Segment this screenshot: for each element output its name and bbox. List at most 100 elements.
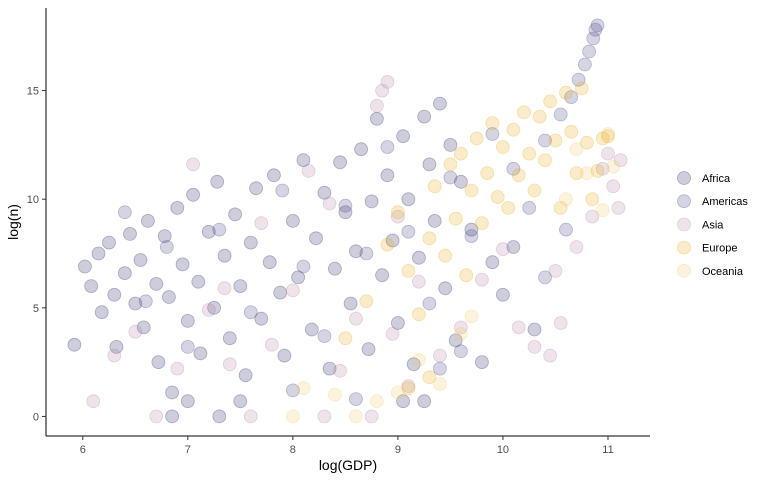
legend: Africa Americas Asia Europe Oceania: [677, 171, 748, 278]
point-asia: [222, 357, 237, 372]
point-europe: [459, 268, 474, 283]
point-europe: [474, 216, 489, 231]
point-asia: [543, 348, 558, 363]
axes: 6 7 8 9 10 11 0 5 10 15: [27, 8, 650, 456]
point-africa: [361, 342, 376, 357]
point-asia: [243, 409, 258, 424]
point-africa: [380, 168, 395, 183]
point-asia: [317, 409, 332, 424]
point-africa: [417, 109, 432, 124]
point-oceania: [559, 192, 573, 207]
point-africa: [527, 322, 542, 337]
point-asia: [201, 303, 216, 317]
point-asia: [495, 242, 510, 257]
point-africa: [165, 409, 180, 424]
point-europe: [574, 81, 589, 96]
point-africa: [432, 96, 447, 111]
point-americas: [117, 205, 132, 220]
point-europe: [522, 146, 537, 161]
point-europe: [390, 205, 405, 220]
point-africa: [390, 316, 405, 330]
point-americas: [464, 229, 479, 244]
point-asia: [380, 75, 395, 89]
point-africa: [165, 385, 180, 400]
point-oceania: [601, 127, 615, 141]
point-africa: [201, 224, 216, 239]
point-africa: [285, 213, 300, 228]
point-europe: [569, 166, 584, 181]
point-asia: [553, 316, 568, 330]
x-tick-label: 11: [602, 444, 613, 456]
point-asia: [170, 361, 185, 376]
point-europe: [401, 381, 416, 396]
point-asia: [411, 274, 426, 289]
point-europe: [427, 179, 442, 194]
point-americas: [582, 44, 596, 59]
point-africa: [343, 296, 358, 311]
point-asia: [611, 200, 626, 215]
point-americas: [422, 296, 437, 311]
point-europe: [380, 237, 395, 252]
point-oceania: [595, 203, 610, 218]
point-europe: [401, 263, 416, 278]
point-americas: [559, 222, 573, 237]
point-americas: [180, 339, 195, 354]
point-europe: [601, 129, 615, 144]
point-africa: [161, 290, 176, 304]
point-europe: [448, 211, 463, 226]
point-africa: [427, 213, 442, 228]
point-asia: [548, 263, 563, 278]
point-oceania: [296, 381, 311, 396]
point-africa: [322, 361, 337, 376]
point-asia: [369, 98, 384, 113]
point-africa: [438, 281, 453, 296]
point-americas: [506, 161, 521, 176]
point-oceania: [580, 166, 594, 181]
point-europe: [485, 116, 500, 130]
point-americas: [538, 133, 552, 148]
point-asia: [511, 320, 526, 335]
points-layer: [67, 18, 628, 424]
point-asia: [107, 348, 122, 363]
point-africa: [506, 240, 521, 254]
point-europe: [422, 370, 437, 385]
point-asia: [128, 324, 143, 339]
point-africa: [180, 313, 195, 328]
point-africa: [495, 287, 510, 302]
point-oceania: [327, 387, 342, 402]
point-asia: [453, 320, 468, 335]
point-africa: [175, 257, 190, 272]
point-oceania: [285, 409, 300, 424]
point-americas: [317, 329, 332, 344]
point-africa: [151, 355, 166, 370]
point-africa: [317, 185, 332, 200]
point-africa: [233, 394, 248, 409]
point-africa: [396, 394, 411, 409]
point-europe: [532, 109, 547, 124]
point-europe: [548, 133, 563, 148]
point-africa: [453, 174, 468, 189]
legend-label-europe: Europe: [702, 243, 737, 255]
point-africa: [417, 394, 432, 409]
point-africa: [464, 222, 479, 237]
point-asia: [149, 409, 164, 424]
point-europe: [480, 166, 495, 181]
legend-key-europe: [677, 240, 691, 255]
point-africa: [443, 137, 458, 152]
point-oceania: [453, 326, 468, 341]
point-oceania: [348, 409, 363, 424]
point-americas: [522, 200, 537, 215]
point-africa: [193, 346, 208, 361]
point-europe: [495, 140, 510, 154]
point-europe: [501, 200, 516, 215]
point-africa: [406, 357, 421, 372]
legend-label-africa: Africa: [702, 173, 731, 185]
point-europe: [595, 131, 610, 146]
point-europe: [553, 200, 568, 215]
point-asia: [432, 348, 447, 363]
point-europe: [527, 183, 542, 198]
point-asia: [606, 179, 621, 194]
point-oceania: [606, 159, 621, 174]
point-americas: [538, 270, 552, 285]
point-asia: [613, 153, 628, 168]
